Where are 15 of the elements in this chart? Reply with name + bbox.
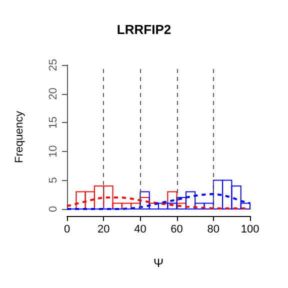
- chart-title: LRRFIP2: [116, 22, 172, 37]
- x-tick-label: 20: [97, 224, 110, 236]
- x-tick-label: 80: [207, 224, 220, 236]
- x-tick-label: 60: [170, 224, 183, 236]
- y-tick-label: 0: [48, 206, 60, 212]
- x-axis-title: Ψ: [153, 256, 164, 270]
- y-tick-label: 10: [48, 145, 60, 158]
- x-tick-label: 0: [64, 224, 70, 236]
- x-tick-label: 40: [134, 224, 146, 236]
- y-axis-title: Frequency: [14, 110, 26, 163]
- y-tick-label: 20: [48, 88, 60, 100]
- y-tick-label: 5: [48, 177, 60, 184]
- y-tick-label: 25: [48, 58, 60, 72]
- y-tick-label: 15: [48, 116, 60, 129]
- x-tick-label: 100: [240, 224, 260, 236]
